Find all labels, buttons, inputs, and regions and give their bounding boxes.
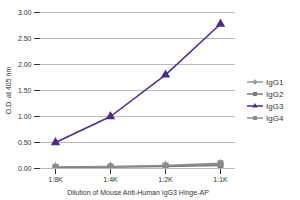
svg-text:0.50: 0.50	[18, 139, 32, 146]
html-text:IgG3: IgG3	[266, 101, 284, 111]
svg-text:2.50: 2.50	[18, 35, 32, 42]
svg-text:1:4K: 1:4K	[103, 176, 118, 183]
html-text:IgG1: IgG1	[266, 77, 284, 87]
html-text:IgG4: IgG4	[266, 113, 284, 123]
svg-text:2.00: 2.00	[18, 61, 32, 68]
svg-text:Dilution of Mouse Anti-Human I: Dilution of Mouse Anti-Human IgG3 Hinge-…	[67, 189, 209, 197]
svg-text:O.D. at 405 nm: O.D. at 405 nm	[5, 67, 12, 115]
svg-text:1.50: 1.50	[18, 87, 32, 94]
html-text:IgG2: IgG2	[266, 89, 284, 99]
svg-text:1.00: 1.00	[18, 113, 32, 120]
svg-text:1:2K: 1:2K	[158, 176, 173, 183]
svg-text:1:8K: 1:8K	[48, 176, 63, 183]
svg-text:0.00: 0.00	[18, 165, 32, 172]
svg-text:1:1K: 1:1K	[213, 176, 228, 183]
svg-text:3.00: 3.00	[18, 9, 32, 16]
